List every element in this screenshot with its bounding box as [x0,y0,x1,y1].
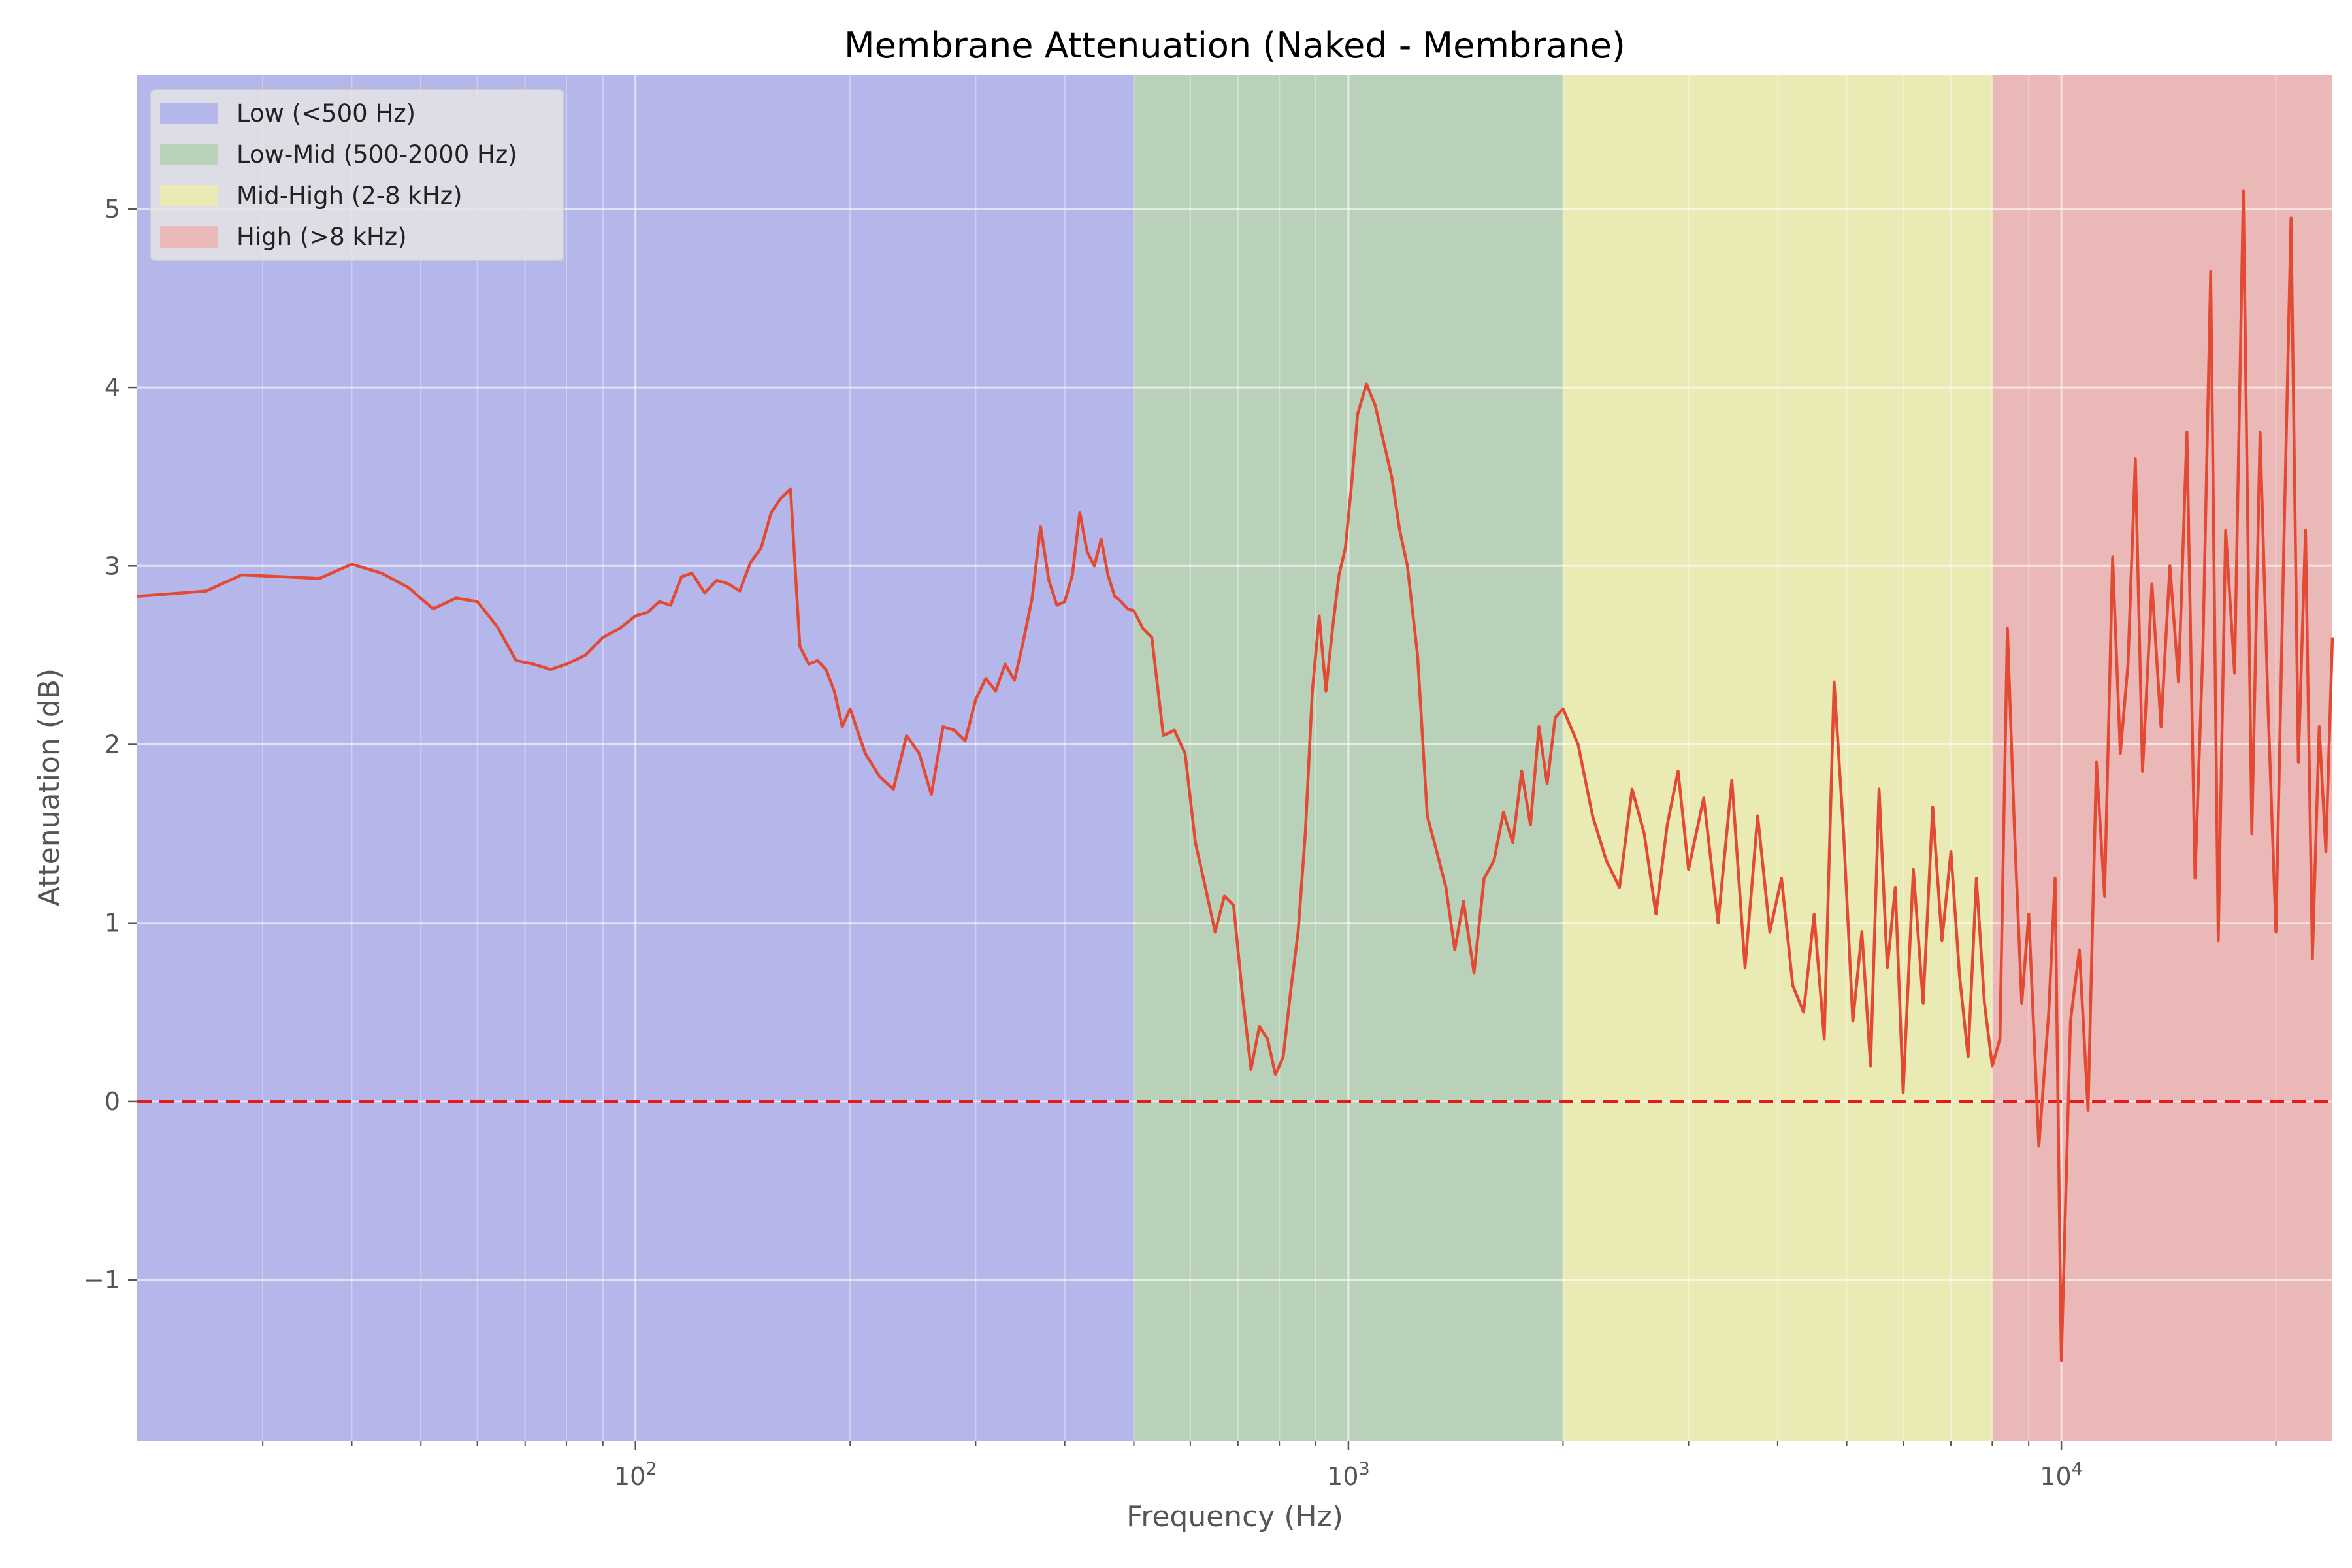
attenuation-series [137,189,2334,1362]
legend-box [150,89,564,261]
y-axis-label: Attenuation (dB) [33,668,66,906]
x-tick-label: 104 [2040,1459,2083,1491]
x-tick-label: 103 [1327,1459,1370,1491]
x-tick-label: 102 [614,1459,657,1491]
legend-label: High (>8 kHz) [237,223,407,251]
chart-title: Membrane Attenuation (Naked - Membrane) [844,25,1625,66]
y-tick-label: 0 [105,1087,120,1116]
x-axis-label: Frequency (Hz) [1126,1500,1343,1533]
band-4 [1992,75,2332,1441]
series-line-1 [137,189,2334,1362]
y-tick-label: −1 [84,1266,120,1294]
legend-swatch [160,226,218,248]
y-tick-label: 5 [105,195,120,223]
frequency-bands [137,75,2332,1441]
y-tick-label: 3 [105,551,120,580]
legend-label: Low (<500 Hz) [237,99,416,127]
legend: Low (<500 Hz) Low-Mid (500-2000 Hz) Mid-Hi… [150,89,564,261]
y-tick-label: 2 [105,730,120,759]
legend-label: Low-Mid (500-2000 Hz) [237,140,517,169]
y-tick-label: 4 [105,373,120,402]
band-3 [1563,75,1993,1441]
legend-swatch [160,103,218,124]
legend-label: Mid-High (2-8 kHz) [237,182,463,210]
legend-swatch [160,144,218,165]
axis-ticks: 102 103 104 −1 0 1 2 3 4 5 [84,195,2277,1491]
legend-swatch [160,185,218,206]
y-tick-label: 1 [105,909,120,938]
